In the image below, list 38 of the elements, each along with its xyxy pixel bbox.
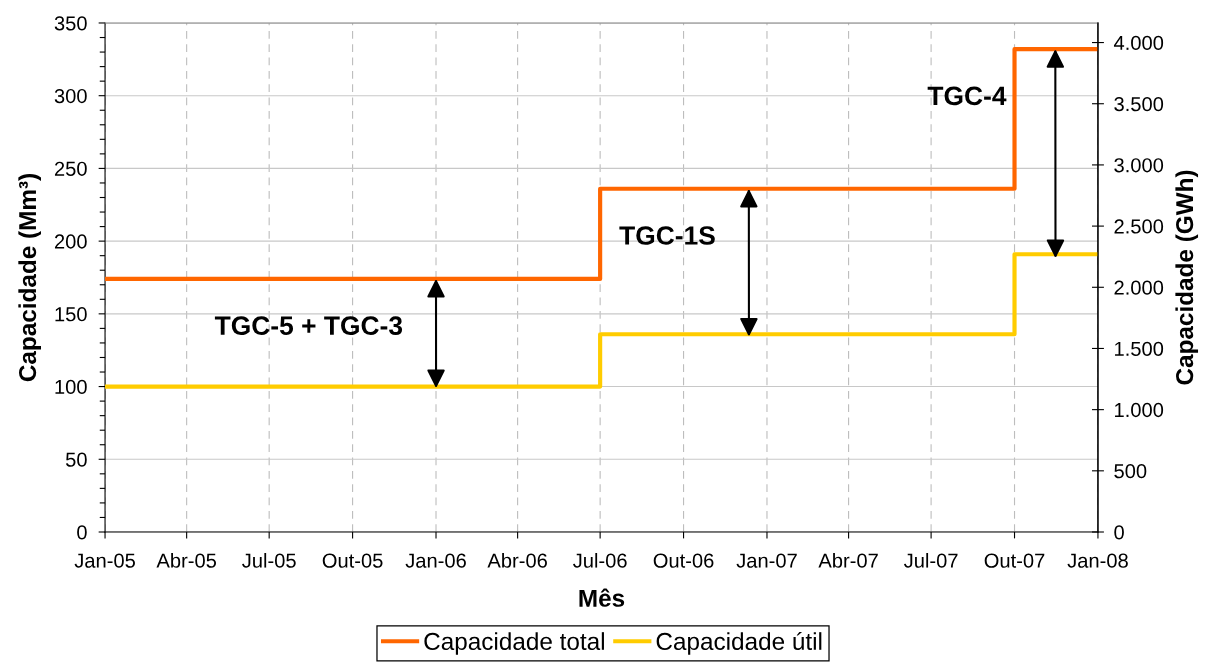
x-tick-label: Out-05 <box>322 553 383 568</box>
y-tick-label: 300 <box>54 88 87 104</box>
legend-label: Capacidade total <box>424 632 604 655</box>
y2-tick-label: 1.500 <box>1115 341 1164 356</box>
y-tick-label: 200 <box>54 234 87 249</box>
y2-tick-label: 2.000 <box>1114 280 1164 295</box>
y-tick-label: 150 <box>55 307 87 322</box>
legend-label: Capacidade útil <box>656 631 822 655</box>
y2-tick-label: 0 <box>1114 525 1124 540</box>
x-tick-label: Jan-05 <box>74 553 135 568</box>
x-tick-label: Jul-05 <box>242 552 296 568</box>
y-tick-label: 0 <box>77 525 87 540</box>
y-tick-label: 250 <box>54 161 87 176</box>
x-tick-label: Jan-08 <box>1067 553 1128 568</box>
x-tick-label: Jan-07 <box>736 553 797 568</box>
y-tick-label: 50 <box>65 452 87 467</box>
x-tick-label: Abr-07 <box>818 552 878 568</box>
y-axis-title: Capacidade (Mm³) <box>18 174 41 382</box>
y2-tick-label: 3.500 <box>1114 96 1164 112</box>
x-tick-label: Abr-05 <box>156 552 217 568</box>
x-tick-label: Jan-06 <box>405 553 466 568</box>
x-tick-label: Jul-07 <box>903 552 958 568</box>
y2-axis-title: Capacidade (GWh) <box>1175 170 1199 385</box>
annotation: TGC-4 <box>927 86 1007 106</box>
y2-tick-label: 2.500 <box>1114 219 1164 234</box>
x-tick-label: Out-07 <box>984 553 1045 568</box>
y2-tick-label: 500 <box>1114 464 1147 479</box>
x-axis-title: Mês <box>579 588 625 607</box>
x-tick-label: Out-06 <box>653 553 714 568</box>
y-tick-label: 350 <box>54 16 87 31</box>
annotation: TGC-5 + TGC-3 <box>214 316 403 336</box>
y2-tick-label: 4.000 <box>1113 35 1164 51</box>
y2-tick-label: 1.000 <box>1115 402 1164 418</box>
x-tick-label: Abr-06 <box>487 552 547 568</box>
y-tick-label: 100 <box>55 379 87 395</box>
x-tick-label: Jul-06 <box>573 552 627 568</box>
y2-tick-label: 3.000 <box>1114 158 1164 173</box>
annotation: TGC-1S <box>619 226 715 245</box>
